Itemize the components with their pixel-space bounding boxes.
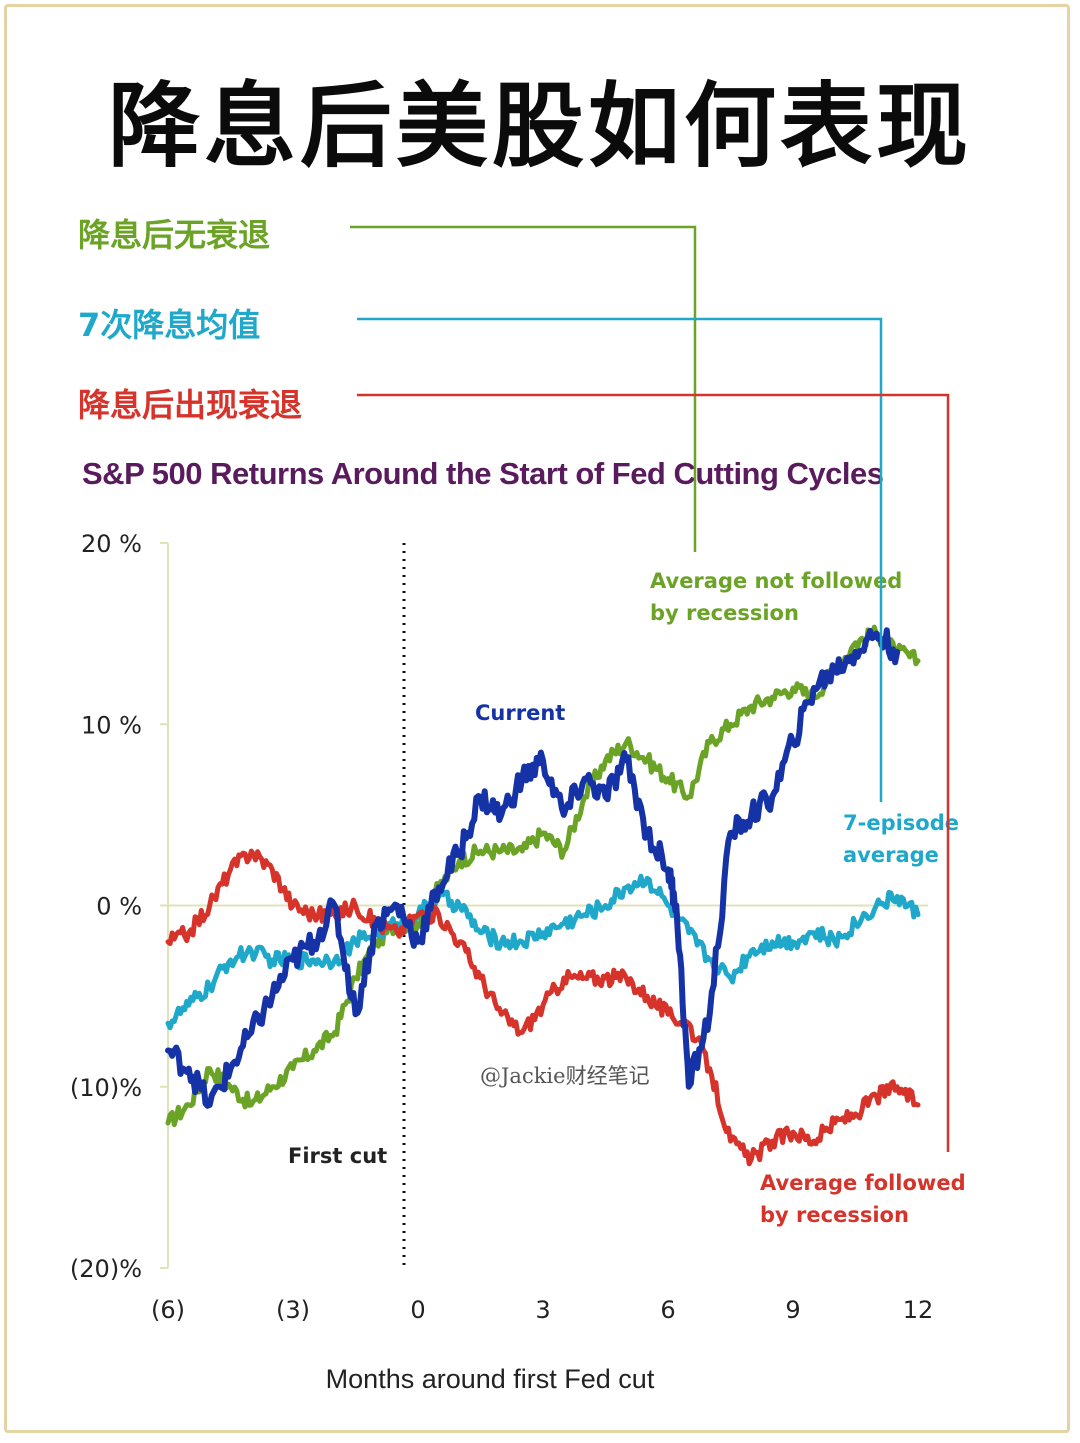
x-tick-label: 0: [410, 1296, 425, 1324]
x-tick-label: 6: [660, 1296, 675, 1324]
annotation-recession: Average followed: [760, 1171, 966, 1195]
annotation-no-recession: Average not followed: [650, 569, 902, 593]
x-tick-label: (6): [151, 1296, 185, 1324]
page-headline: 降息后美股如何表现: [107, 73, 972, 180]
series-line-no-recession: [165, 624, 921, 1128]
y-tick-label: (10)%: [70, 1074, 142, 1102]
x-tick-label: 3: [535, 1296, 550, 1324]
legend-label-recession: 降息后出现衰退: [78, 386, 303, 424]
series-line-current: [165, 627, 901, 1109]
annotation-no-recession: by recession: [650, 601, 799, 625]
y-tick-label: 10 %: [81, 711, 142, 739]
x-tick-label: 12: [903, 1296, 934, 1324]
series-line-recession: [165, 848, 921, 1167]
legend-label-no-recession: 降息后无衰退: [78, 216, 271, 254]
legend-label-average: 7次降息均值: [78, 306, 261, 344]
x-tick-label: (3): [276, 1296, 310, 1324]
x-axis-label: Months around first Fed cut: [325, 1364, 655, 1394]
y-tick-label: 20 %: [81, 530, 142, 558]
y-tick-label: 0 %: [96, 893, 142, 921]
watermark: @Jackie财经笔记: [480, 1064, 650, 1088]
page-frame: [4, 4, 1070, 1433]
connector-average: [357, 317, 883, 802]
x-tick-label: 9: [785, 1296, 800, 1324]
first-cut-label: First cut: [288, 1144, 387, 1168]
annotation-average: average: [843, 843, 939, 867]
annotation-recession: by recession: [760, 1203, 909, 1227]
chart-title: S&P 500 Returns Around the Start of Fed …: [82, 456, 884, 491]
annotation-average: 7-episode: [843, 811, 959, 835]
connector-no-recession: [350, 225, 697, 552]
connector-recession: [357, 393, 950, 1152]
annotation-current: Current: [475, 701, 565, 725]
y-tick-label: (20)%: [70, 1255, 142, 1283]
